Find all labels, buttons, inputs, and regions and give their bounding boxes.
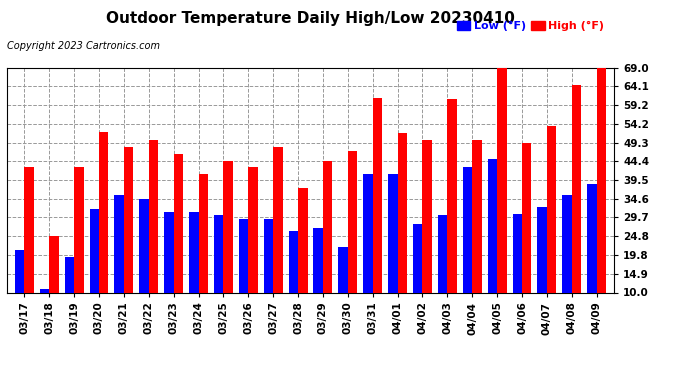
Bar	[513, 214, 522, 292]
Bar	[413, 224, 422, 292]
Bar	[547, 126, 556, 292]
Bar	[597, 68, 606, 292]
Bar	[397, 133, 407, 292]
Bar	[388, 174, 397, 292]
Bar	[15, 250, 24, 292]
Bar	[497, 68, 506, 292]
Bar	[338, 247, 348, 292]
Bar	[74, 167, 83, 292]
Bar	[348, 152, 357, 292]
Bar	[288, 231, 298, 292]
Bar	[224, 160, 233, 292]
Bar	[24, 167, 34, 292]
Bar	[572, 85, 581, 292]
Bar	[264, 219, 273, 292]
Bar	[422, 140, 432, 292]
Bar	[488, 159, 497, 292]
Bar	[99, 132, 108, 292]
Bar	[124, 147, 133, 292]
Bar	[373, 98, 382, 292]
Bar	[164, 212, 174, 292]
Bar	[463, 166, 472, 292]
Bar	[174, 154, 183, 292]
Bar	[323, 160, 333, 292]
Bar	[587, 184, 597, 292]
Bar	[90, 209, 99, 292]
Bar	[363, 174, 373, 292]
Legend: Low (°F), High (°F): Low (°F), High (°F)	[453, 17, 609, 36]
Bar	[447, 99, 457, 292]
Text: Outdoor Temperature Daily High/Low 20230410: Outdoor Temperature Daily High/Low 20230…	[106, 11, 515, 26]
Bar	[199, 174, 208, 292]
Bar	[214, 216, 224, 292]
Bar	[538, 207, 547, 292]
Bar	[438, 216, 447, 292]
Bar	[189, 212, 199, 292]
Bar	[49, 236, 59, 292]
Bar	[139, 199, 149, 292]
Bar	[562, 195, 572, 292]
Bar	[522, 142, 531, 292]
Bar	[40, 289, 49, 292]
Bar	[472, 140, 482, 292]
Bar	[313, 228, 323, 292]
Bar	[298, 188, 308, 292]
Bar	[248, 166, 258, 292]
Text: Copyright 2023 Cartronics.com: Copyright 2023 Cartronics.com	[7, 41, 160, 51]
Bar	[273, 147, 283, 292]
Bar	[239, 219, 248, 292]
Bar	[65, 256, 74, 292]
Bar	[149, 140, 158, 292]
Bar	[115, 195, 124, 292]
